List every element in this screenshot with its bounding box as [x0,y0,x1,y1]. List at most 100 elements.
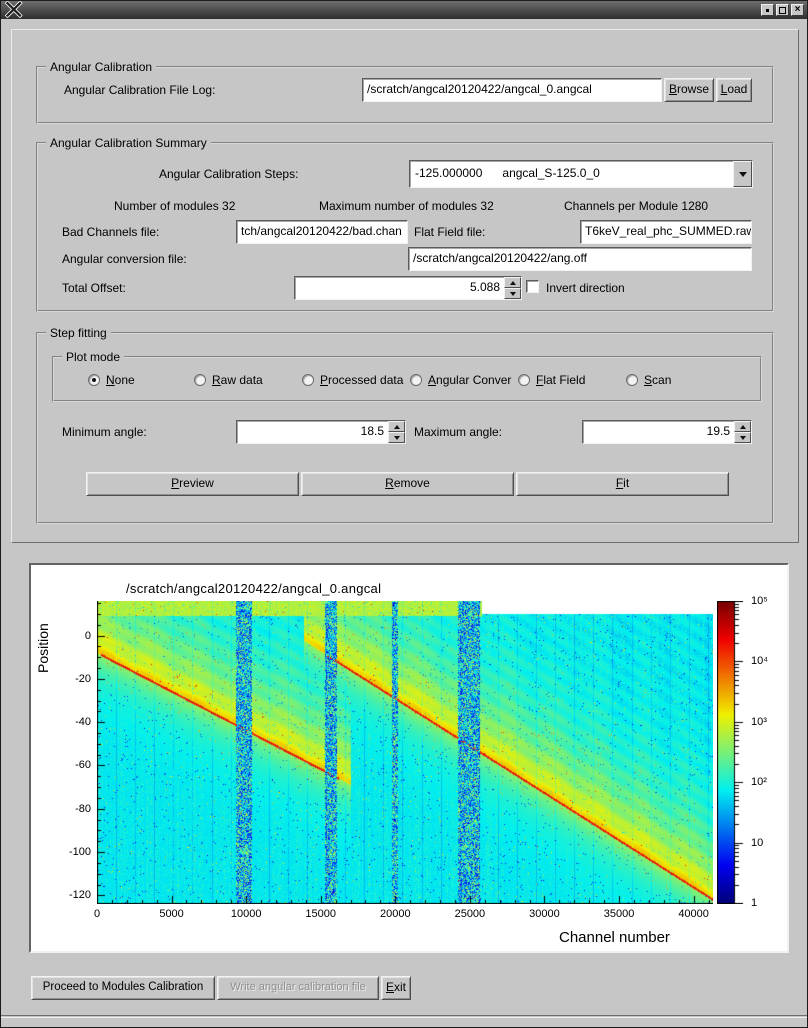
invert-direction-label: Invert direction [546,281,625,295]
x-tick-label: 30000 [529,908,560,920]
spin-up-button[interactable] [504,277,521,288]
colorbar-tick-label: 10³ [751,715,767,728]
plot-mode-legend: Plot mode [62,350,125,364]
bottom-groove [1,1015,807,1018]
min-angle-value[interactable]: 18.5 [360,424,384,438]
radio-label: Raw data [212,373,263,387]
spin-down-button[interactable] [504,288,521,299]
radio-circle [626,374,638,386]
radio-label: Processed data [320,373,404,387]
x-tick-label: 5000 [159,908,184,920]
radio-circle [518,374,530,386]
summary-legend: Angular Calibration Summary [46,136,211,150]
y-tick-label: -120 [68,889,91,902]
y-tick-label: -100 [68,846,91,859]
plot-mode-group: Plot mode None Raw data Processed data A… [52,350,762,402]
y-tick-label: -20 [75,672,91,685]
radio-option-none[interactable]: None [88,373,135,387]
radio-label: None [106,373,135,387]
write-calibration-button[interactable]: Write angular calibration file [217,976,379,1000]
x-tick-label: 20000 [380,908,411,920]
radio-option-raw-data[interactable]: Raw data [194,373,263,387]
arrow-up-icon [739,424,746,429]
radio-circle [88,374,100,386]
spin-up-button[interactable] [734,421,751,432]
proceed-modules-button[interactable]: Proceed to Modules Calibration [31,976,215,1000]
x-axis-label: Channel number [559,929,670,946]
bad-channels-input[interactable]: tch/angcal20120422/bad.chan [236,220,408,244]
total-offset-label: Total Offset: [62,281,126,295]
chevron-down-icon [738,171,747,177]
combobox-value: -125.000000 angcal_S-125.0_0 [415,166,600,180]
radio-label: Flat Field [536,373,586,387]
total-offset-value[interactable]: 5.088 [469,280,500,294]
arrow-down-icon [393,435,400,440]
flat-field-label: Flat Field file: [414,225,486,239]
file-log-label: Angular Calibration File Log: [64,83,216,97]
total-offset-spinbox[interactable]: 5.088 [294,276,522,300]
y-axis-label: Position [35,623,51,673]
exit-button[interactable]: Exit [381,976,411,1000]
y-tick-label: 0 [84,629,91,642]
colorbar-tick-label: 10⁵ [751,595,768,607]
angular-conversion-label: Angular conversion file: [62,252,187,266]
x-tick-label: 40000 [678,908,709,920]
colorbar-tick-label: 10² [751,776,767,789]
max-modules-text: Maximum number of modules 32 [319,199,494,213]
maximize-button[interactable] [776,4,789,16]
plot-title: /scratch/angcal20120422/angcal_0.angcal [126,581,382,596]
flat-field-input[interactable]: T6keV_real_phc_SUMMED.raw [580,220,752,244]
max-angle-value[interactable]: 19.5 [706,424,730,438]
spin-up-button[interactable] [388,421,405,432]
radio-label: Scan [644,373,672,387]
colorbar-tick-label: 1 [751,897,758,909]
load-button[interactable]: Load [716,78,752,102]
close-button[interactable]: × [791,4,804,16]
bad-channels-label: Bad Channels file: [62,225,160,239]
file-log-input[interactable]: /scratch/angcal20120422/angcal_0.angcal [362,78,662,102]
spin-down-button[interactable] [734,432,751,443]
radio-option-angular-conversion[interactable]: Angular Conver [410,373,511,387]
min-angle-spinbox[interactable]: 18.5 [236,420,406,444]
arrow-up-icon [393,424,400,429]
heatmap-canvas[interactable] [97,601,713,904]
step-fitting-legend: Step fitting [46,326,111,340]
channels-per-module-text: Channels per Module 1280 [564,199,709,213]
shade-button[interactable] [761,4,774,16]
radio-option-scan[interactable]: Scan [626,373,671,387]
x-tick-label: 10000 [230,908,262,920]
fit-button[interactable]: Fit [516,472,729,496]
num-modules-text: Number of modules 32 [114,199,236,213]
calibration-steps-combobox[interactable]: -125.000000 angcal_S-125.0_0 [409,160,753,188]
maximize-icon [779,6,786,14]
colorbar [717,601,747,904]
calibration-panel: Angular Calibration Angular Calibration … [11,29,799,543]
x-tick-label: 25000 [454,908,486,920]
angular-calibration-legend: Angular Calibration [46,60,157,74]
radio-label: Angular Conver [428,373,512,387]
browse-button[interactable]: Browse [664,78,714,102]
spin-down-button[interactable] [388,432,405,443]
colorbar-tick-label: 10⁴ [751,655,768,668]
angular-calibration-summary-group: Angular Calibration Summary Angular Cali… [36,136,774,312]
radio-option-flat-field[interactable]: Flat Field [518,373,585,387]
arrow-down-icon [509,291,516,296]
combobox-dropdown-button[interactable] [733,161,752,187]
y-tick-label: -80 [75,802,91,815]
invert-direction-checkbox[interactable] [526,280,539,293]
radio-circle [410,374,422,386]
remove-button[interactable]: Remove [301,472,514,496]
radio-circle [194,374,206,386]
preview-button[interactable]: Preview [86,472,299,496]
plot-panel: /scratch/angcal20120422/angcal_0.angcal … [29,563,789,953]
arrow-up-icon [509,280,516,285]
angular-conversion-input[interactable]: /scratch/angcal20120422/ang.off [408,247,752,271]
max-angle-label: Maximum angle: [414,425,503,439]
min-angle-label: Minimum angle: [62,425,147,439]
radio-circle [302,374,314,386]
max-angle-spinbox[interactable]: 19.5 [582,420,752,444]
radio-option-processed-data[interactable]: Processed data [302,373,403,387]
titlebar[interactable]: × [1,1,807,19]
step-fitting-group: Step fitting Plot mode None Raw data Pro… [36,326,774,524]
